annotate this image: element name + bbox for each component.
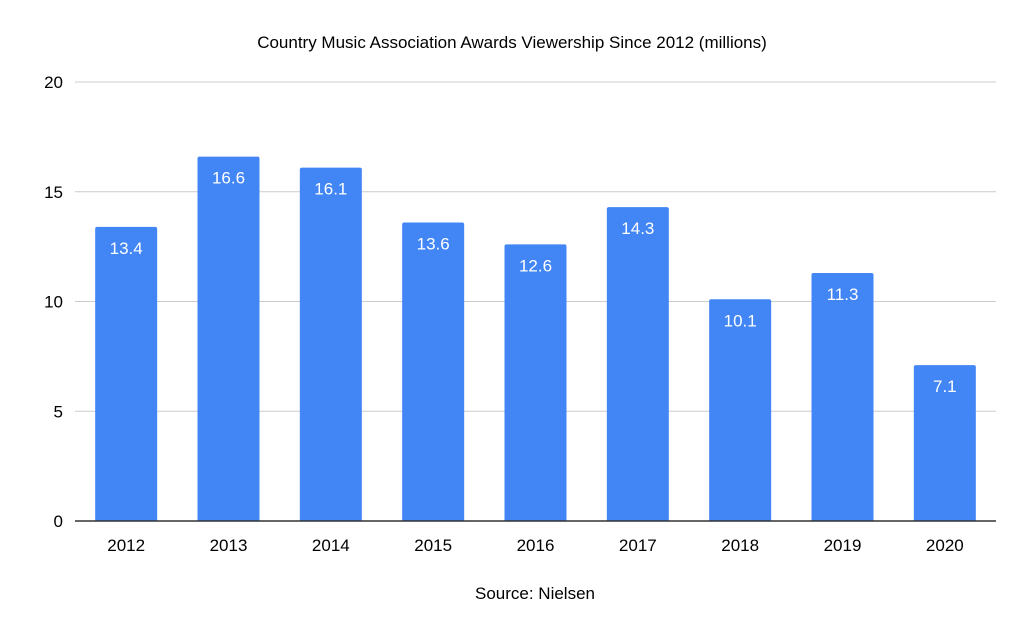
bar-2019 xyxy=(811,272,874,521)
x-tick-label: 2019 xyxy=(824,536,862,555)
chart-title: Country Music Association Awards Viewers… xyxy=(257,33,767,52)
bar-2014 xyxy=(299,167,362,522)
bar-2018 xyxy=(709,299,772,521)
x-tick-label: 2020 xyxy=(926,536,964,555)
bar-value-label: 11.3 xyxy=(827,285,859,304)
x-axis-label: Source: Nielsen xyxy=(475,584,595,603)
y-tick-label: 10 xyxy=(44,293,63,312)
x-tick-label: 2014 xyxy=(312,536,350,555)
y-tick-label: 0 xyxy=(54,512,63,531)
x-axis-ticks: 2012 2013 2014 2015 2016 2017 2018 2019 2020 xyxy=(107,536,963,555)
bar-value-label: 10.1 xyxy=(724,311,757,330)
x-tick-label: 2017 xyxy=(619,536,657,555)
bar-value-label: 7.1 xyxy=(933,377,957,396)
x-tick-label: 2012 xyxy=(107,536,145,555)
bar-value-label: 12.6 xyxy=(519,256,552,275)
y-tick-label: 5 xyxy=(54,402,63,421)
y-axis-ticks: 0 5 10 15 20 xyxy=(44,73,63,531)
bar-value-label: 14.3 xyxy=(621,219,654,238)
x-tick-label: 2016 xyxy=(517,536,555,555)
x-tick-label: 2013 xyxy=(210,536,248,555)
y-tick-label: 15 xyxy=(44,183,63,202)
bar-2015 xyxy=(402,222,465,522)
x-tick-label: 2018 xyxy=(721,536,759,555)
bar-value-label: 13.4 xyxy=(110,239,143,258)
bar-value-labels: 13.4 16.6 16.1 13.6 12.6 14.3 10.1 11.3 7.1 xyxy=(110,169,957,397)
y-tick-label: 20 xyxy=(44,73,63,92)
bar-value-label: 16.6 xyxy=(212,169,245,188)
bar-value-label: 13.6 xyxy=(417,234,450,253)
bar-2017 xyxy=(606,207,669,522)
bar-2012 xyxy=(95,226,158,521)
bar-2013 xyxy=(197,156,260,521)
bar-value-label: 16.1 xyxy=(314,180,347,199)
bar-2020 xyxy=(913,365,976,521)
x-tick-label: 2015 xyxy=(414,536,452,555)
bars xyxy=(95,156,976,522)
bar-2016 xyxy=(504,244,567,521)
